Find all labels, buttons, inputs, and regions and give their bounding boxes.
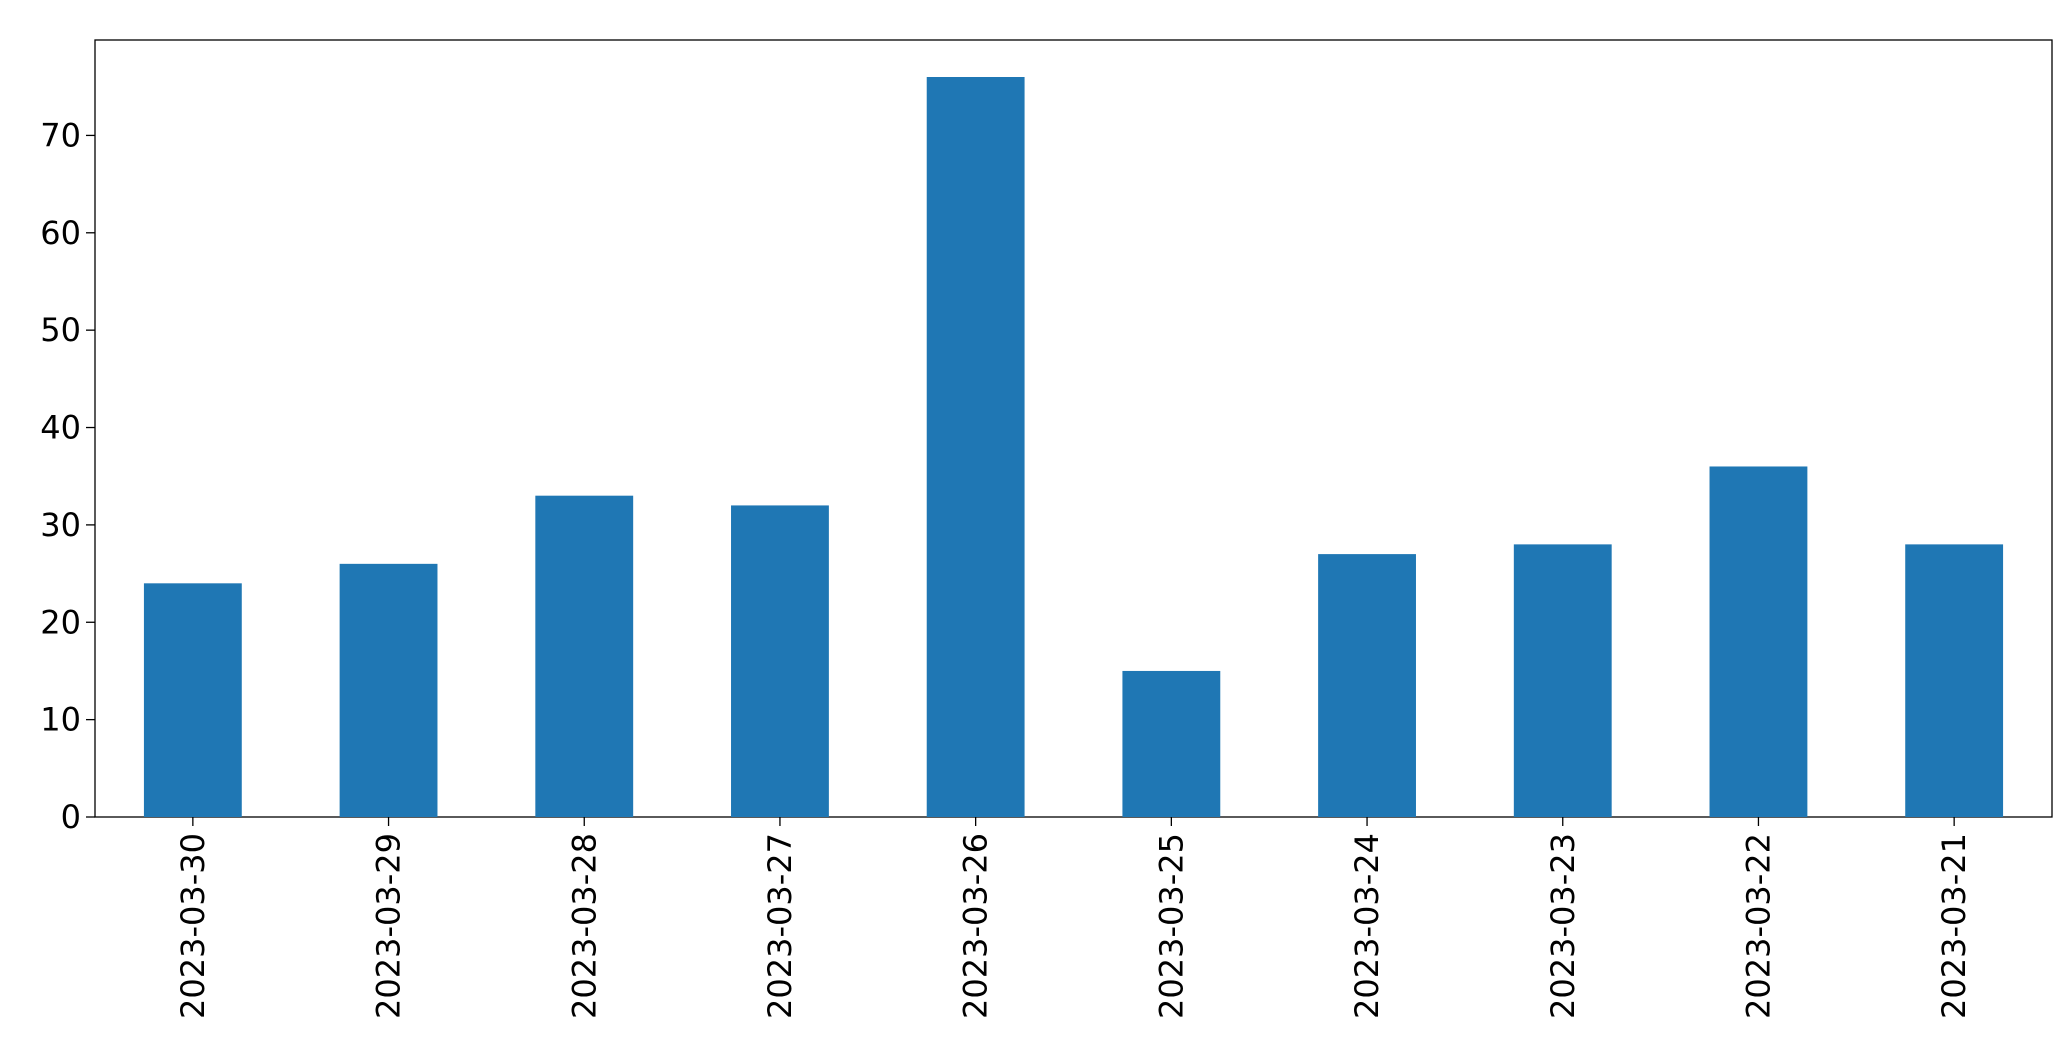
x-tick-label: 2023-03-26	[957, 833, 995, 1019]
bar	[339, 563, 438, 817]
bar	[926, 77, 1025, 817]
bar	[143, 583, 242, 817]
y-tick-label: 60	[40, 214, 81, 252]
y-tick-label: 30	[40, 506, 81, 544]
y-tick-label: 0	[61, 798, 81, 836]
bar	[1709, 466, 1808, 817]
y-tick-label: 50	[40, 311, 81, 349]
x-tick-label: 2023-03-23	[1544, 833, 1582, 1019]
x-tick-label: 2023-03-29	[370, 833, 408, 1019]
bar	[535, 495, 634, 817]
x-tick-label: 2023-03-30	[174, 833, 212, 1019]
x-tick-label: 2023-03-25	[1152, 833, 1190, 1019]
x-tick-label: 2023-03-22	[1739, 833, 1777, 1019]
y-tick-label: 40	[40, 409, 81, 447]
bar	[1905, 544, 2004, 817]
x-tick-label: 2023-03-27	[761, 833, 799, 1019]
x-tick-label: 2023-03-28	[565, 833, 603, 1019]
x-tick-label: 2023-03-21	[1935, 833, 1973, 1019]
y-tick-label: 20	[40, 603, 81, 641]
bar	[1122, 670, 1221, 817]
y-tick-label: 70	[40, 116, 81, 154]
y-tick-label: 10	[40, 701, 81, 739]
bar	[1318, 554, 1416, 817]
x-tick-label: 2023-03-24	[1348, 833, 1386, 1019]
bar	[1513, 544, 1612, 817]
bar	[731, 505, 829, 817]
plot-frame	[94, 39, 2053, 818]
